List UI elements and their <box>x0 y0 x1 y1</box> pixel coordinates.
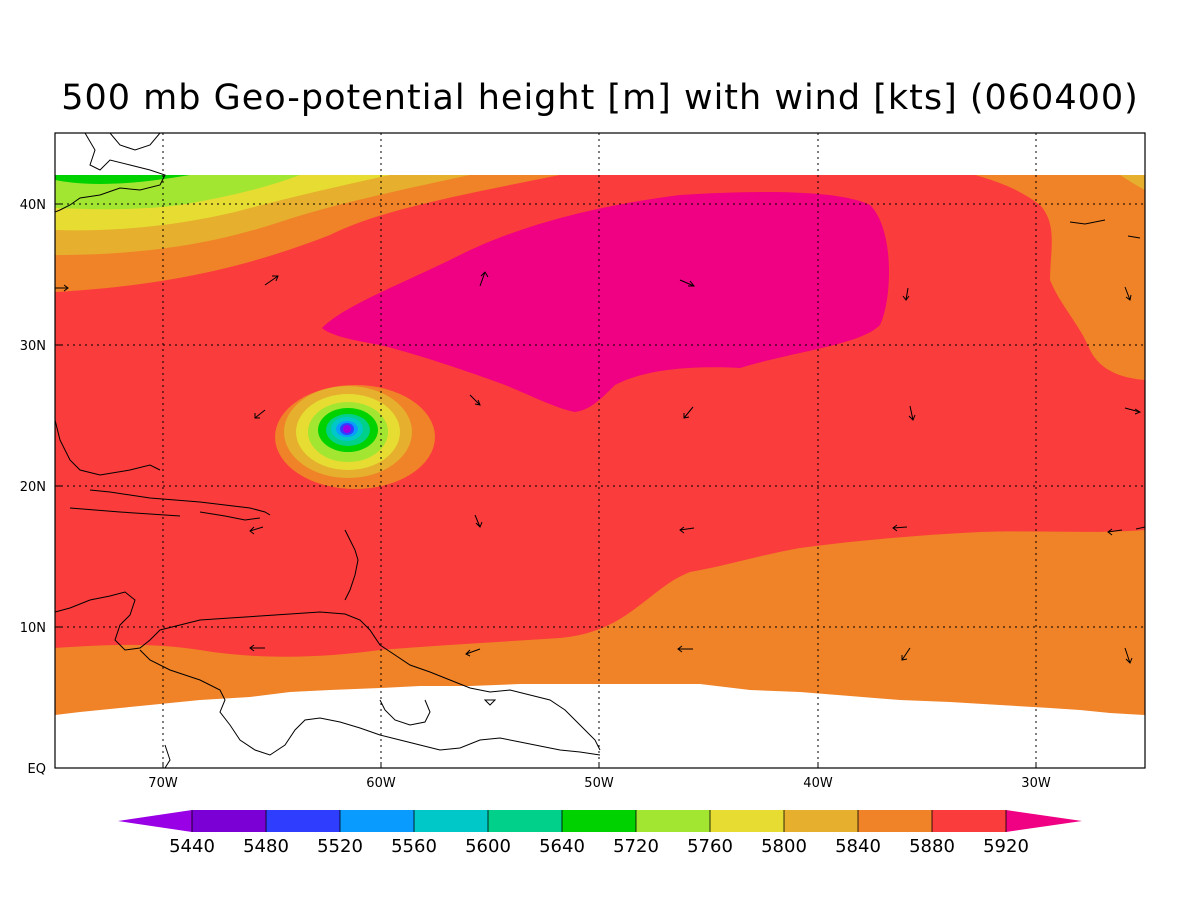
contour-5840-south <box>55 530 1145 715</box>
colorbar-swatch <box>192 810 266 832</box>
colorbar-label: 5560 <box>391 836 437 857</box>
contour-5800-northeast <box>1120 175 1145 190</box>
colorbar-swatch <box>636 810 710 832</box>
lon-label: 50W <box>584 776 614 791</box>
colorbar-label: 5600 <box>465 836 511 857</box>
colorbar-label: 5440 <box>169 836 215 857</box>
lat-label: EQ <box>28 762 46 777</box>
colorbar-label: 5520 <box>317 836 363 857</box>
colorbar-label: 5640 <box>539 836 585 857</box>
lon-label: 70W <box>148 776 178 791</box>
colorbar-left-arrow <box>118 810 192 832</box>
coastlines <box>55 133 1141 768</box>
contour-5640 <box>55 175 190 184</box>
colorbar-swatch <box>340 810 414 832</box>
low-pressure-center <box>275 385 435 489</box>
colorbar-label: 5720 <box>613 836 659 857</box>
height-field <box>55 133 1145 768</box>
missing-data-region <box>55 684 1145 768</box>
contour-5840-northeast <box>975 175 1145 380</box>
colorbar-label: 5840 <box>835 836 881 857</box>
colorbar-swatch <box>784 810 858 832</box>
colorbar: 5440 5480 5520 5560 5600 5640 5720 5760 5800 5840… <box>118 810 1082 857</box>
colorbar-right-arrow <box>1006 810 1082 832</box>
lat-label: 40N <box>20 198 46 213</box>
plot-frame <box>54 132 1146 769</box>
colorbar-swatch <box>488 810 562 832</box>
lat-labels: EQ 10N 20N 30N 40N <box>20 198 46 777</box>
lat-label: 10N <box>20 621 46 636</box>
colorbar-swatch <box>266 810 340 832</box>
colorbar-label: 5920 <box>983 836 1029 857</box>
lon-label: 30W <box>1021 776 1051 791</box>
wind-vectors <box>55 271 1145 664</box>
colorbar-swatch <box>562 810 636 832</box>
contour-5920 <box>322 192 890 412</box>
lat-lon-grid <box>55 133 1145 768</box>
lat-label: 20N <box>20 480 46 495</box>
lon-labels: 70W 60W 50W 40W 30W <box>148 776 1051 791</box>
colorbar-swatch <box>932 810 1006 832</box>
lon-label: 40W <box>803 776 833 791</box>
lon-label: 60W <box>366 776 396 791</box>
colorbar-swatch <box>858 810 932 832</box>
colorbar-label: 5760 <box>687 836 733 857</box>
map-title: 500 mb Geo-potential height [m] with win… <box>61 78 1139 118</box>
colorbar-label: 5800 <box>761 836 807 857</box>
colorbar-label: 5480 <box>243 836 289 857</box>
tick-marks <box>55 203 1037 768</box>
colorbar-swatch <box>414 810 488 832</box>
colorbar-swatch <box>710 810 784 832</box>
lat-label: 30N <box>20 339 46 354</box>
colorbar-label: 5880 <box>909 836 955 857</box>
